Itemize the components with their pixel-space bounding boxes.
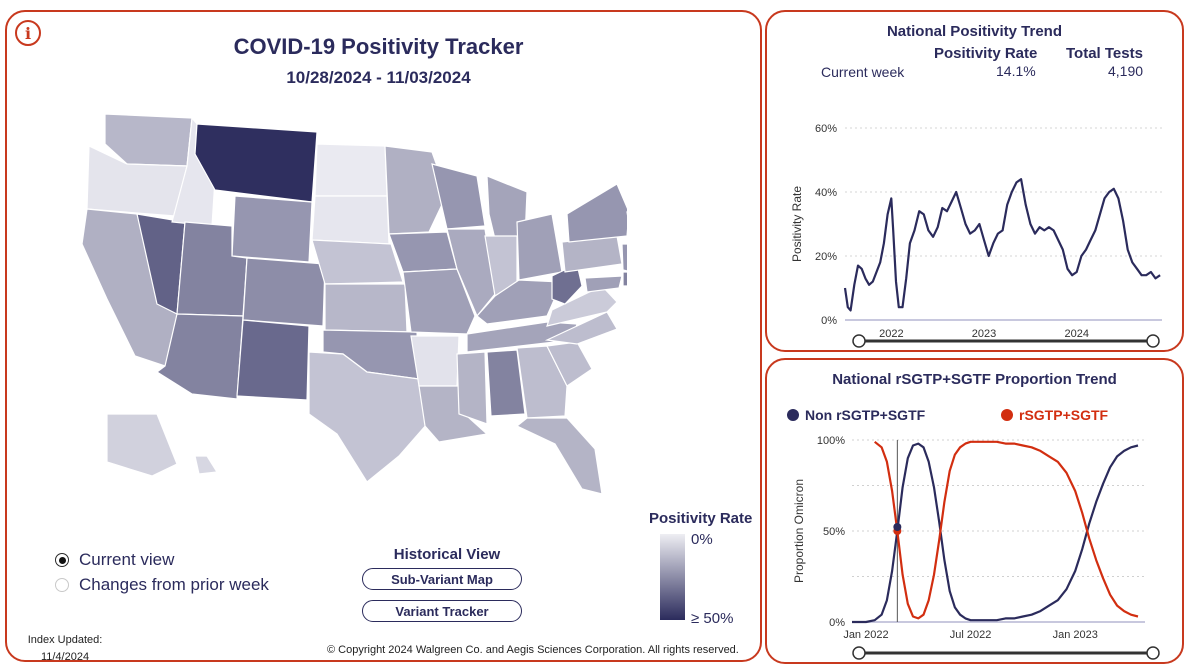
x-tick-label: 2023 bbox=[972, 328, 996, 340]
y-tick-label: 20% bbox=[815, 251, 837, 263]
map-panel: i COVID-19 Positivity Tracker 10/28/2024… bbox=[5, 10, 762, 663]
state-nm[interactable] bbox=[236, 319, 310, 401]
legend-low-label: 0% bbox=[691, 531, 713, 548]
state-ms[interactable] bbox=[456, 351, 488, 425]
rsgtp-proportion-chart: 0% 50% 100% Jan 2022 Jul 2022 Jan 2023 Proport… bbox=[792, 435, 1160, 660]
changes-prior-week-label: Changes from prior week bbox=[79, 575, 269, 594]
y-tick-label: 40% bbox=[815, 187, 837, 199]
state-wy[interactable] bbox=[231, 195, 313, 263]
sub-variant-map-button[interactable]: Sub-Variant Map bbox=[362, 568, 522, 590]
non-rsgtp-series-line bbox=[852, 442, 1139, 624]
state-mt[interactable] bbox=[194, 123, 318, 203]
range-slider-end-handle[interactable] bbox=[1146, 646, 1160, 660]
y-tick-label: 50% bbox=[823, 526, 845, 538]
legend-non-rsgtp-label: Non rSGTP+SGTF bbox=[805, 407, 926, 423]
copyright-text: © Copyright 2024 Walgreen Co. and Aegis … bbox=[327, 644, 739, 656]
state-fl[interactable] bbox=[515, 417, 603, 495]
rsgtp-panel: National rSGTP+SGTF Proportion Trend Non… bbox=[765, 358, 1184, 664]
changes-prior-week-radio[interactable]: Changes from prior week bbox=[55, 575, 269, 595]
variant-tracker-button[interactable]: Variant Tracker bbox=[362, 600, 522, 622]
legend-rsgtp[interactable]: rSGTP+SGTF bbox=[1001, 407, 1108, 423]
rsgtp-title: National rSGTP+SGTF Proportion Trend bbox=[832, 371, 1117, 388]
legend-non-rsgtp[interactable]: Non rSGTP+SGTF bbox=[787, 407, 925, 423]
state-ks[interactable] bbox=[324, 283, 408, 333]
current-week-label: Current week bbox=[821, 64, 905, 80]
positivity-rate-value: 14.1% bbox=[996, 63, 1036, 79]
date-range: 10/28/2024 - 11/03/2024 bbox=[286, 68, 471, 87]
legend-title: Positivity Rate bbox=[649, 510, 753, 527]
state-hi[interactable] bbox=[194, 455, 219, 475]
y-axis-label: Positivity Rate bbox=[790, 186, 804, 262]
current-view-radio[interactable]: Current view bbox=[55, 550, 174, 570]
state-tx[interactable] bbox=[308, 351, 428, 483]
index-updated: Index Updated: 11/4/2024 bbox=[25, 632, 105, 666]
state-ak[interactable] bbox=[106, 413, 178, 477]
national-trend-panel: National Positivity Trend Positivity Rat… bbox=[765, 10, 1184, 352]
positivity-series-line bbox=[843, 178, 1161, 312]
state-wa[interactable] bbox=[104, 113, 193, 167]
y-tick-label: 60% bbox=[815, 123, 837, 135]
radio-unselected-icon bbox=[55, 578, 69, 592]
state-ia[interactable] bbox=[388, 231, 458, 273]
total-tests-value: 4,190 bbox=[1108, 63, 1144, 79]
us-map bbox=[81, 113, 627, 495]
index-updated-label: Index Updated: bbox=[27, 634, 103, 646]
state-nd[interactable] bbox=[314, 143, 388, 197]
x-tick-label: Jan 2022 bbox=[843, 629, 888, 641]
legend-gradient bbox=[660, 534, 685, 620]
index-updated-date: 11/4/2024 bbox=[40, 651, 90, 663]
state-ga[interactable] bbox=[516, 345, 568, 419]
state-oh[interactable] bbox=[516, 213, 563, 281]
cursor-point bbox=[893, 523, 902, 531]
state-md[interactable] bbox=[584, 275, 623, 293]
range-slider-start-handle[interactable] bbox=[852, 646, 866, 660]
national-trend-title: National Positivity Trend bbox=[886, 23, 1063, 40]
y-tick-label: 0% bbox=[821, 315, 837, 327]
range-slider-start-handle[interactable] bbox=[852, 334, 866, 348]
range-slider-end-handle[interactable] bbox=[1146, 334, 1160, 348]
state-de[interactable] bbox=[622, 271, 627, 287]
info-icon[interactable]: i bbox=[15, 20, 41, 46]
legend-dot-icon bbox=[787, 409, 799, 421]
legend-high-label: ≥ 50% bbox=[691, 610, 734, 627]
state-al[interactable] bbox=[486, 349, 526, 417]
positivity-rate-header: Positivity Rate bbox=[934, 45, 1038, 62]
state-mn[interactable] bbox=[384, 145, 448, 235]
y-axis-label: Proportion Omicron bbox=[792, 479, 806, 583]
total-tests-header: Total Tests bbox=[1066, 45, 1143, 62]
state-wi[interactable] bbox=[431, 163, 486, 230]
state-ny[interactable] bbox=[566, 183, 627, 243]
state-ne[interactable] bbox=[311, 239, 404, 285]
state-ar[interactable] bbox=[410, 335, 460, 387]
state-mo[interactable] bbox=[402, 268, 476, 335]
x-tick-label: Jan 2023 bbox=[1053, 629, 1098, 641]
radio-selected-icon bbox=[55, 553, 69, 567]
state-nj[interactable] bbox=[621, 243, 627, 272]
positivity-trend-chart: 0% 20% 40% 60% 2022 2023 2024 Positivity Rate bbox=[790, 123, 1162, 348]
state-co[interactable] bbox=[242, 257, 326, 327]
historical-view-title: Historical View bbox=[393, 546, 501, 563]
legend-dot-icon bbox=[1001, 409, 1013, 421]
y-tick-label: 100% bbox=[817, 435, 845, 447]
current-view-label: Current view bbox=[79, 550, 175, 569]
x-tick-label: 2024 bbox=[1064, 328, 1088, 340]
x-tick-label: Jul 2022 bbox=[950, 629, 992, 641]
x-tick-label: 2022 bbox=[879, 328, 903, 340]
state-nc[interactable] bbox=[544, 311, 618, 345]
rsgtp-series-line bbox=[874, 440, 1139, 620]
state-sc[interactable] bbox=[546, 341, 593, 387]
page-title: COVID-19 Positivity Tracker bbox=[233, 34, 524, 59]
legend-rsgtp-label: rSGTP+SGTF bbox=[1019, 407, 1109, 423]
y-tick-label: 0% bbox=[829, 617, 845, 629]
state-il[interactable] bbox=[446, 228, 496, 318]
state-sd[interactable] bbox=[311, 195, 390, 245]
